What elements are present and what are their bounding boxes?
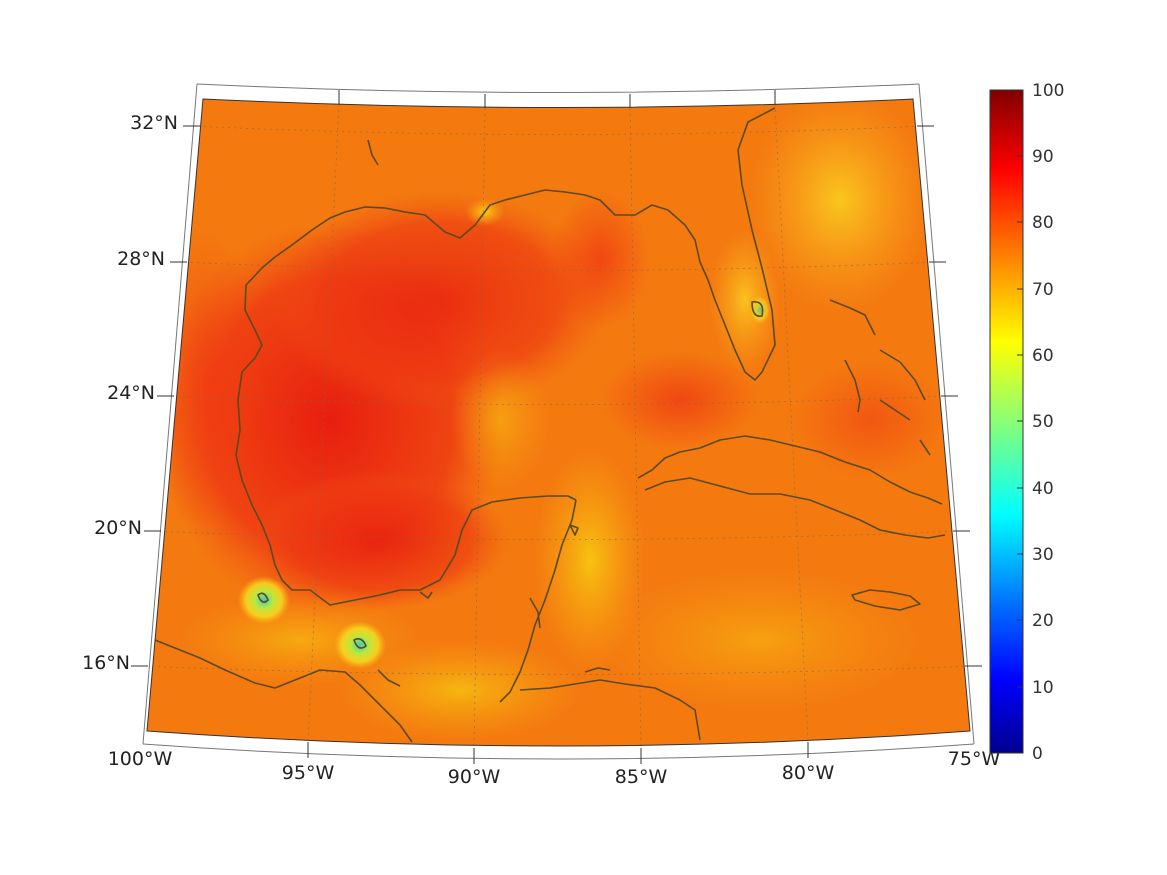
lon-label-90w: 90°W [448,766,501,788]
lon-label-80w: 80°W [782,762,835,784]
map-field [147,99,970,746]
colorbar-tick-30: 30 [1032,545,1054,565]
colorbar-tick-10: 10 [1032,678,1054,698]
lat-label-24n: 24°N [107,382,155,404]
pale-region-atlantic [750,99,930,310]
pale-region-gulf-center [450,350,550,490]
graticule [147,103,970,746]
lat-label-16n: 16°N [82,652,130,674]
colorbar-tick-0: 0 [1032,744,1043,764]
lat-label-32n: 32°N [130,112,178,134]
low-value-spot-1 [238,576,290,624]
tick-marks [131,90,982,764]
colorbar-tick-70: 70 [1032,280,1054,300]
pale-region-central-america [340,640,580,740]
lon-label-85w: 85°W [615,766,668,788]
longitude-labels: 100°W 95°W 90°W 85°W 80°W 75°W [108,748,1001,788]
lon-label-75w: 75°W [948,748,1001,770]
hot-region-south-gulf [250,470,510,610]
low-value-spot-3 [750,296,770,324]
colorbar-tick-60: 60 [1032,346,1054,366]
colorbar-ticks [1017,155,1023,688]
lat-label-20n: 20°N [94,517,142,539]
hot-region-central-gulf [550,190,650,330]
map-frame [142,83,975,760]
hot-region-bahamas [790,360,950,480]
hot-region-straits [600,350,760,450]
colorbar: 100 90 80 70 60 50 40 30 20 10 0 [989,81,1064,764]
lon-label-100w: 100°W [108,748,173,770]
lon-label-95w: 95°W [282,762,335,784]
pale-region-caribbean [600,570,920,710]
lat-label-28n: 28°N [117,248,165,270]
colorbar-tick-90: 90 [1032,147,1054,167]
hot-region-north-gulf [270,190,610,410]
latitude-labels: 32°N 28°N 24°N 20°N 16°N [82,112,178,674]
colorbar-tick-20: 20 [1032,611,1054,631]
low-value-spot-2 [334,621,386,669]
colorbar-tick-100: 100 [1032,81,1064,101]
colorbar-tick-80: 80 [1032,213,1054,233]
pale-region-florida [710,230,780,370]
colorbar-tick-40: 40 [1032,479,1054,499]
coastlines [154,107,946,743]
colorbar-tick-50: 50 [1032,412,1054,432]
hot-region-west-land [147,230,265,530]
